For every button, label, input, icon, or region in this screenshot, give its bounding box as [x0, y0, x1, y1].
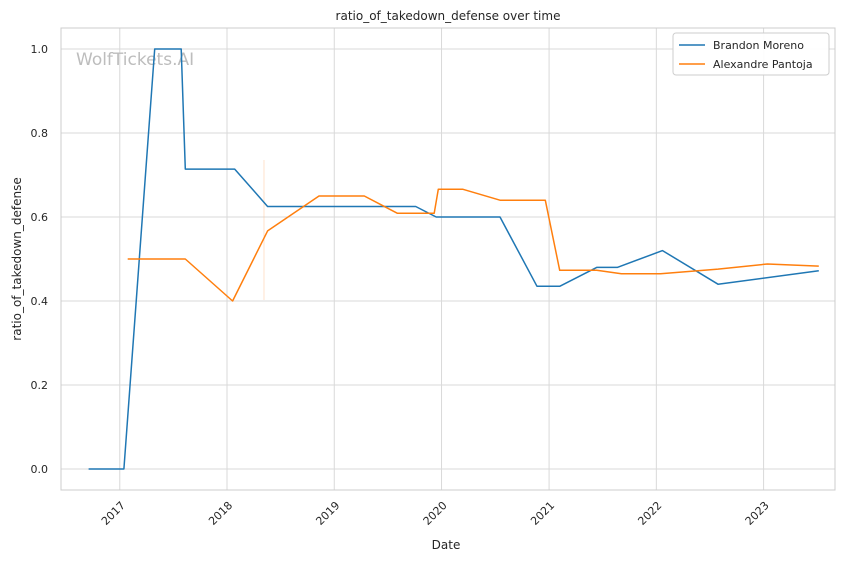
series-lines: [88, 48, 819, 470]
legend-label-brandon-moreno: Brandon Moreno: [713, 39, 804, 52]
y-tick-label: 0.0: [31, 463, 49, 476]
watermark: WolfTickets.AI: [76, 50, 194, 70]
plot-frame: [60, 27, 836, 491]
x-axis-label: Date: [432, 538, 461, 552]
y-tick-labels: 0.0 0.2 0.4 0.6 0.8 1.0: [31, 43, 49, 476]
y-tick-label: 0.2: [31, 379, 49, 392]
series-line-alexandre-pantoja: [127, 188, 819, 302]
legend: Brandon Moreno Alexandre Pantoja: [672, 32, 830, 76]
y-tick-label: 0.4: [31, 295, 49, 308]
legend-label-alexandre-pantoja: Alexandre Pantoja: [713, 58, 813, 71]
y-tick-label: 0.8: [31, 127, 49, 140]
y-tick-label: 0.6: [31, 211, 49, 224]
y-axis-label: ratio_of_takedown_defense: [10, 177, 24, 340]
y-tick-label: 1.0: [31, 43, 49, 56]
chart-title: ratio_of_takedown_defense over time: [336, 9, 561, 23]
legend-box: [672, 32, 830, 76]
series-line-brandon-moreno: [88, 48, 819, 470]
